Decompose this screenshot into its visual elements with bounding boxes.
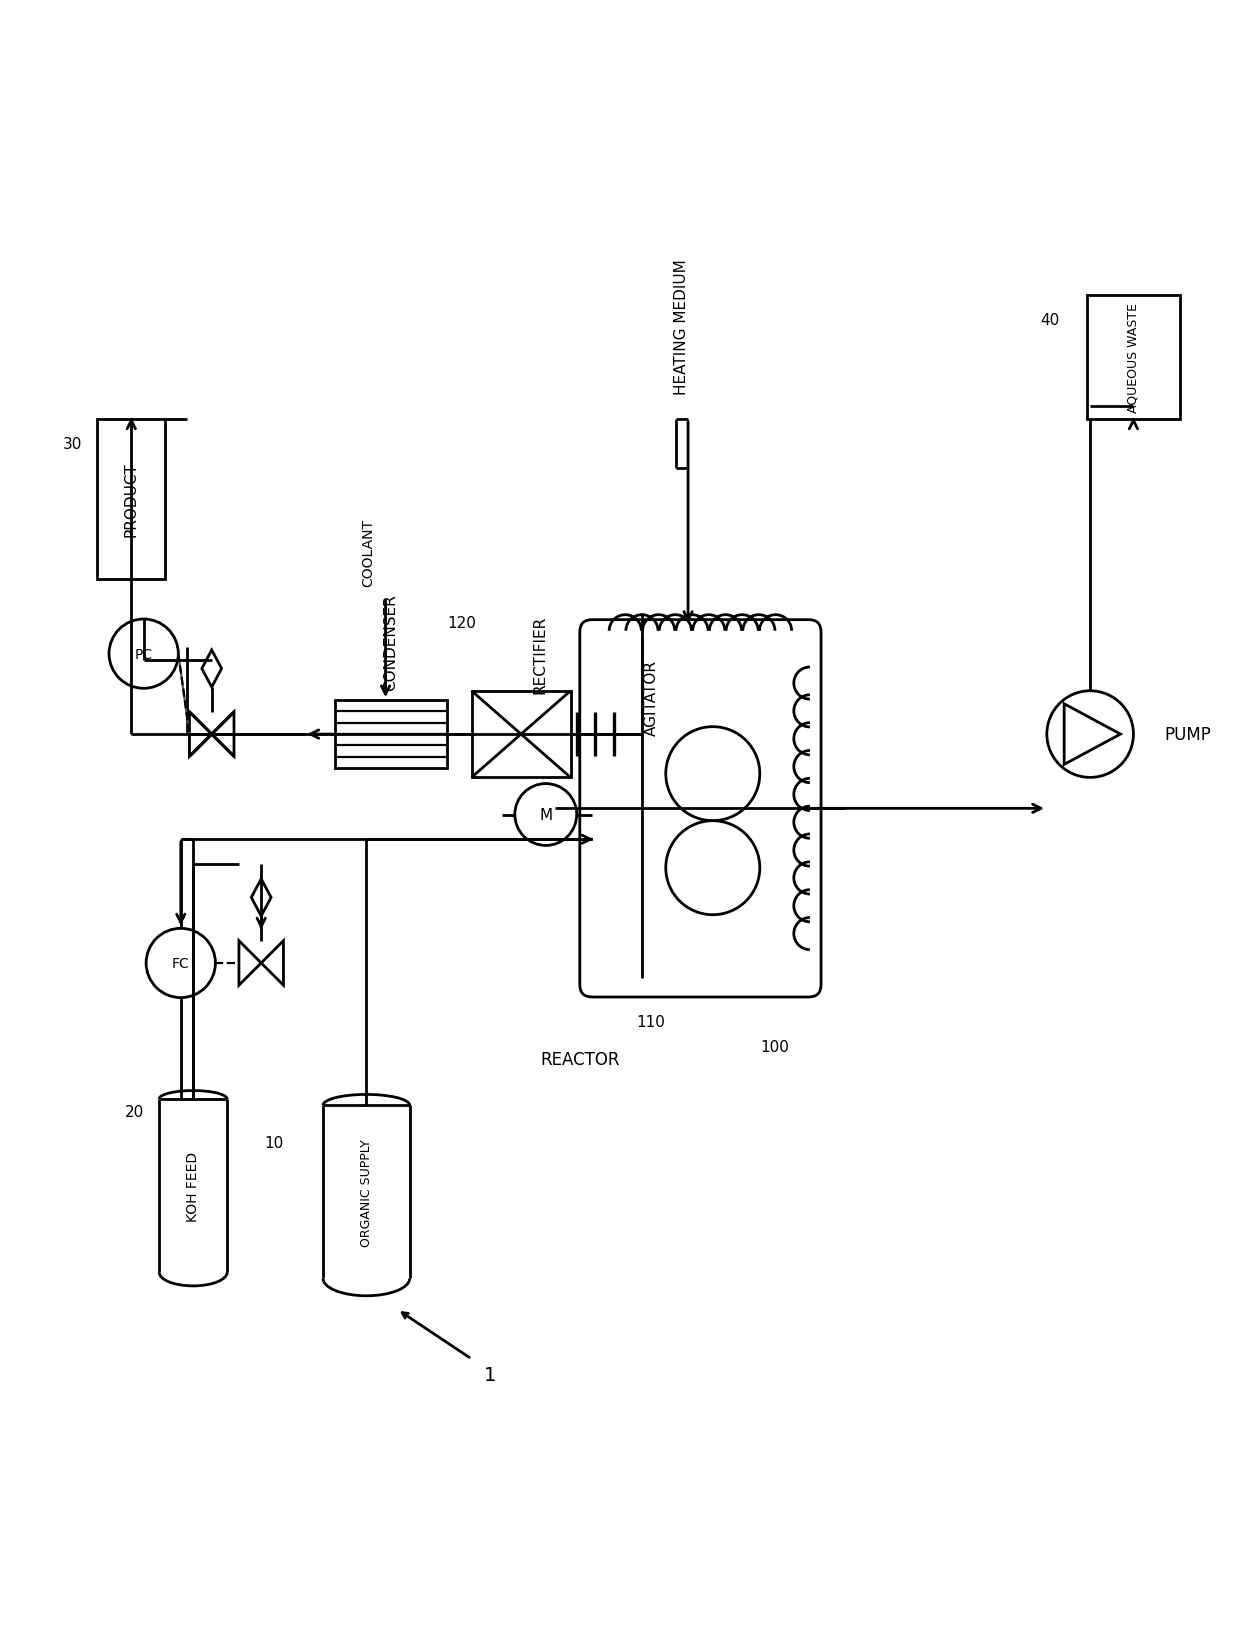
Text: CONDENSER: CONDENSER (383, 593, 398, 689)
Text: M: M (539, 807, 552, 823)
Polygon shape (190, 712, 212, 756)
Text: 1: 1 (484, 1366, 496, 1384)
Text: RECTIFIER: RECTIFIER (532, 615, 547, 693)
Bar (336, 701, 446, 769)
Circle shape (146, 929, 216, 998)
Circle shape (1047, 691, 1133, 778)
Circle shape (666, 727, 760, 822)
Polygon shape (252, 879, 272, 916)
Bar (471, 691, 570, 778)
Text: REACTOR: REACTOR (541, 1050, 620, 1068)
Text: PC: PC (135, 647, 153, 662)
Text: FC: FC (172, 957, 190, 970)
Polygon shape (212, 712, 234, 756)
Text: 10: 10 (264, 1134, 283, 1151)
Circle shape (515, 784, 577, 846)
Text: COOLANT: COOLANT (362, 518, 376, 587)
Text: 120: 120 (448, 616, 476, 631)
Text: KOH FEED: KOH FEED (186, 1151, 200, 1221)
Polygon shape (1064, 704, 1121, 764)
Text: AQUEOUS WASTE: AQUEOUS WASTE (1127, 303, 1140, 412)
Polygon shape (239, 941, 262, 986)
Text: AGITATOR: AGITATOR (644, 660, 658, 735)
Text: 40: 40 (1040, 313, 1059, 328)
Text: 110: 110 (636, 1014, 666, 1030)
FancyBboxPatch shape (580, 621, 821, 998)
Text: HEATING MEDIUM: HEATING MEDIUM (675, 259, 689, 394)
Bar (97, 419, 165, 580)
Text: 20: 20 (125, 1104, 144, 1120)
Text: 30: 30 (63, 437, 82, 452)
Text: PRODUCT: PRODUCT (124, 463, 139, 538)
Text: ORGANIC SUPPLY: ORGANIC SUPPLY (360, 1138, 373, 1245)
Circle shape (109, 619, 179, 689)
Bar (1087, 295, 1179, 419)
Circle shape (666, 822, 760, 914)
Text: 100: 100 (760, 1040, 789, 1055)
Polygon shape (262, 941, 284, 986)
Text: PUMP: PUMP (1164, 725, 1211, 743)
Polygon shape (202, 650, 222, 688)
